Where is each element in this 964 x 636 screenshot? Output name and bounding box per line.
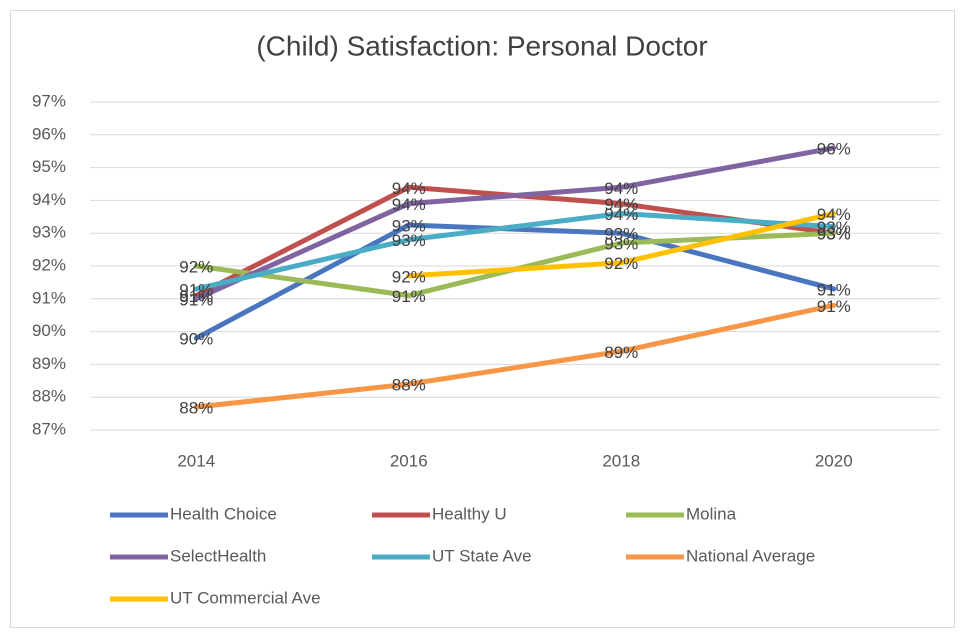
data-label: 93% [392,231,426,250]
series-line [193,302,837,410]
series-line [193,211,837,292]
legend-label: Molina [686,504,737,523]
data-label: 92% [604,254,638,273]
data-label: 94% [604,205,638,224]
y-tick-label: 88% [32,387,66,406]
data-label: 93% [817,225,851,244]
data-label: 91% [179,287,213,306]
x-tick-label: 2014 [177,451,215,470]
data-label: 91% [817,297,851,316]
data-label: 92% [392,267,426,286]
data-label: 93% [604,235,638,254]
legend-label: Health Choice [170,504,277,523]
data-label: 88% [392,376,426,395]
y-tick-label: 89% [32,354,66,373]
data-label: 91% [179,280,213,299]
series-line [193,145,837,302]
legend-label: SelectHealth [170,546,266,565]
legend-label: National Average [686,546,815,565]
data-label: 88% [179,399,213,418]
legend-label: Healthy U [432,504,507,523]
y-tick-label: 95% [32,157,66,176]
data-label: 94% [817,205,851,224]
data-label: 90% [179,330,213,349]
data-label: 93% [604,225,638,244]
data-label: 94% [604,195,638,214]
data-label: 89% [604,343,638,362]
y-tick-label: 91% [32,288,66,307]
data-label: 93% [817,225,851,244]
data-label: 92% [179,257,213,276]
y-tick-label: 94% [32,190,66,209]
data-label: 91% [179,290,213,309]
y-tick-label: 93% [32,223,66,242]
chart-border [10,10,955,628]
y-tick-label: 92% [32,255,66,274]
legend-label: UT State Ave [432,546,532,565]
data-label: 94% [392,195,426,214]
legend-label: UT Commercial Ave [170,588,321,607]
chart-title: (Child) Satisfaction: Personal Doctor [256,30,707,61]
data-label: 91% [817,280,851,299]
data-label: 93% [392,216,426,235]
y-tick-label: 87% [32,419,66,438]
y-tick-label: 97% [32,91,66,110]
data-label: 94% [392,179,426,198]
y-tick-label: 90% [32,321,66,340]
data-label: 96% [817,139,851,158]
x-tick-label: 2020 [815,451,853,470]
y-tick-label: 96% [32,124,66,143]
data-label: 94% [604,179,638,198]
x-tick-label: 2016 [390,451,428,470]
x-tick-label: 2018 [602,451,640,470]
data-label: 93% [817,218,851,237]
data-label: 91% [392,287,426,306]
series-line [406,211,837,279]
